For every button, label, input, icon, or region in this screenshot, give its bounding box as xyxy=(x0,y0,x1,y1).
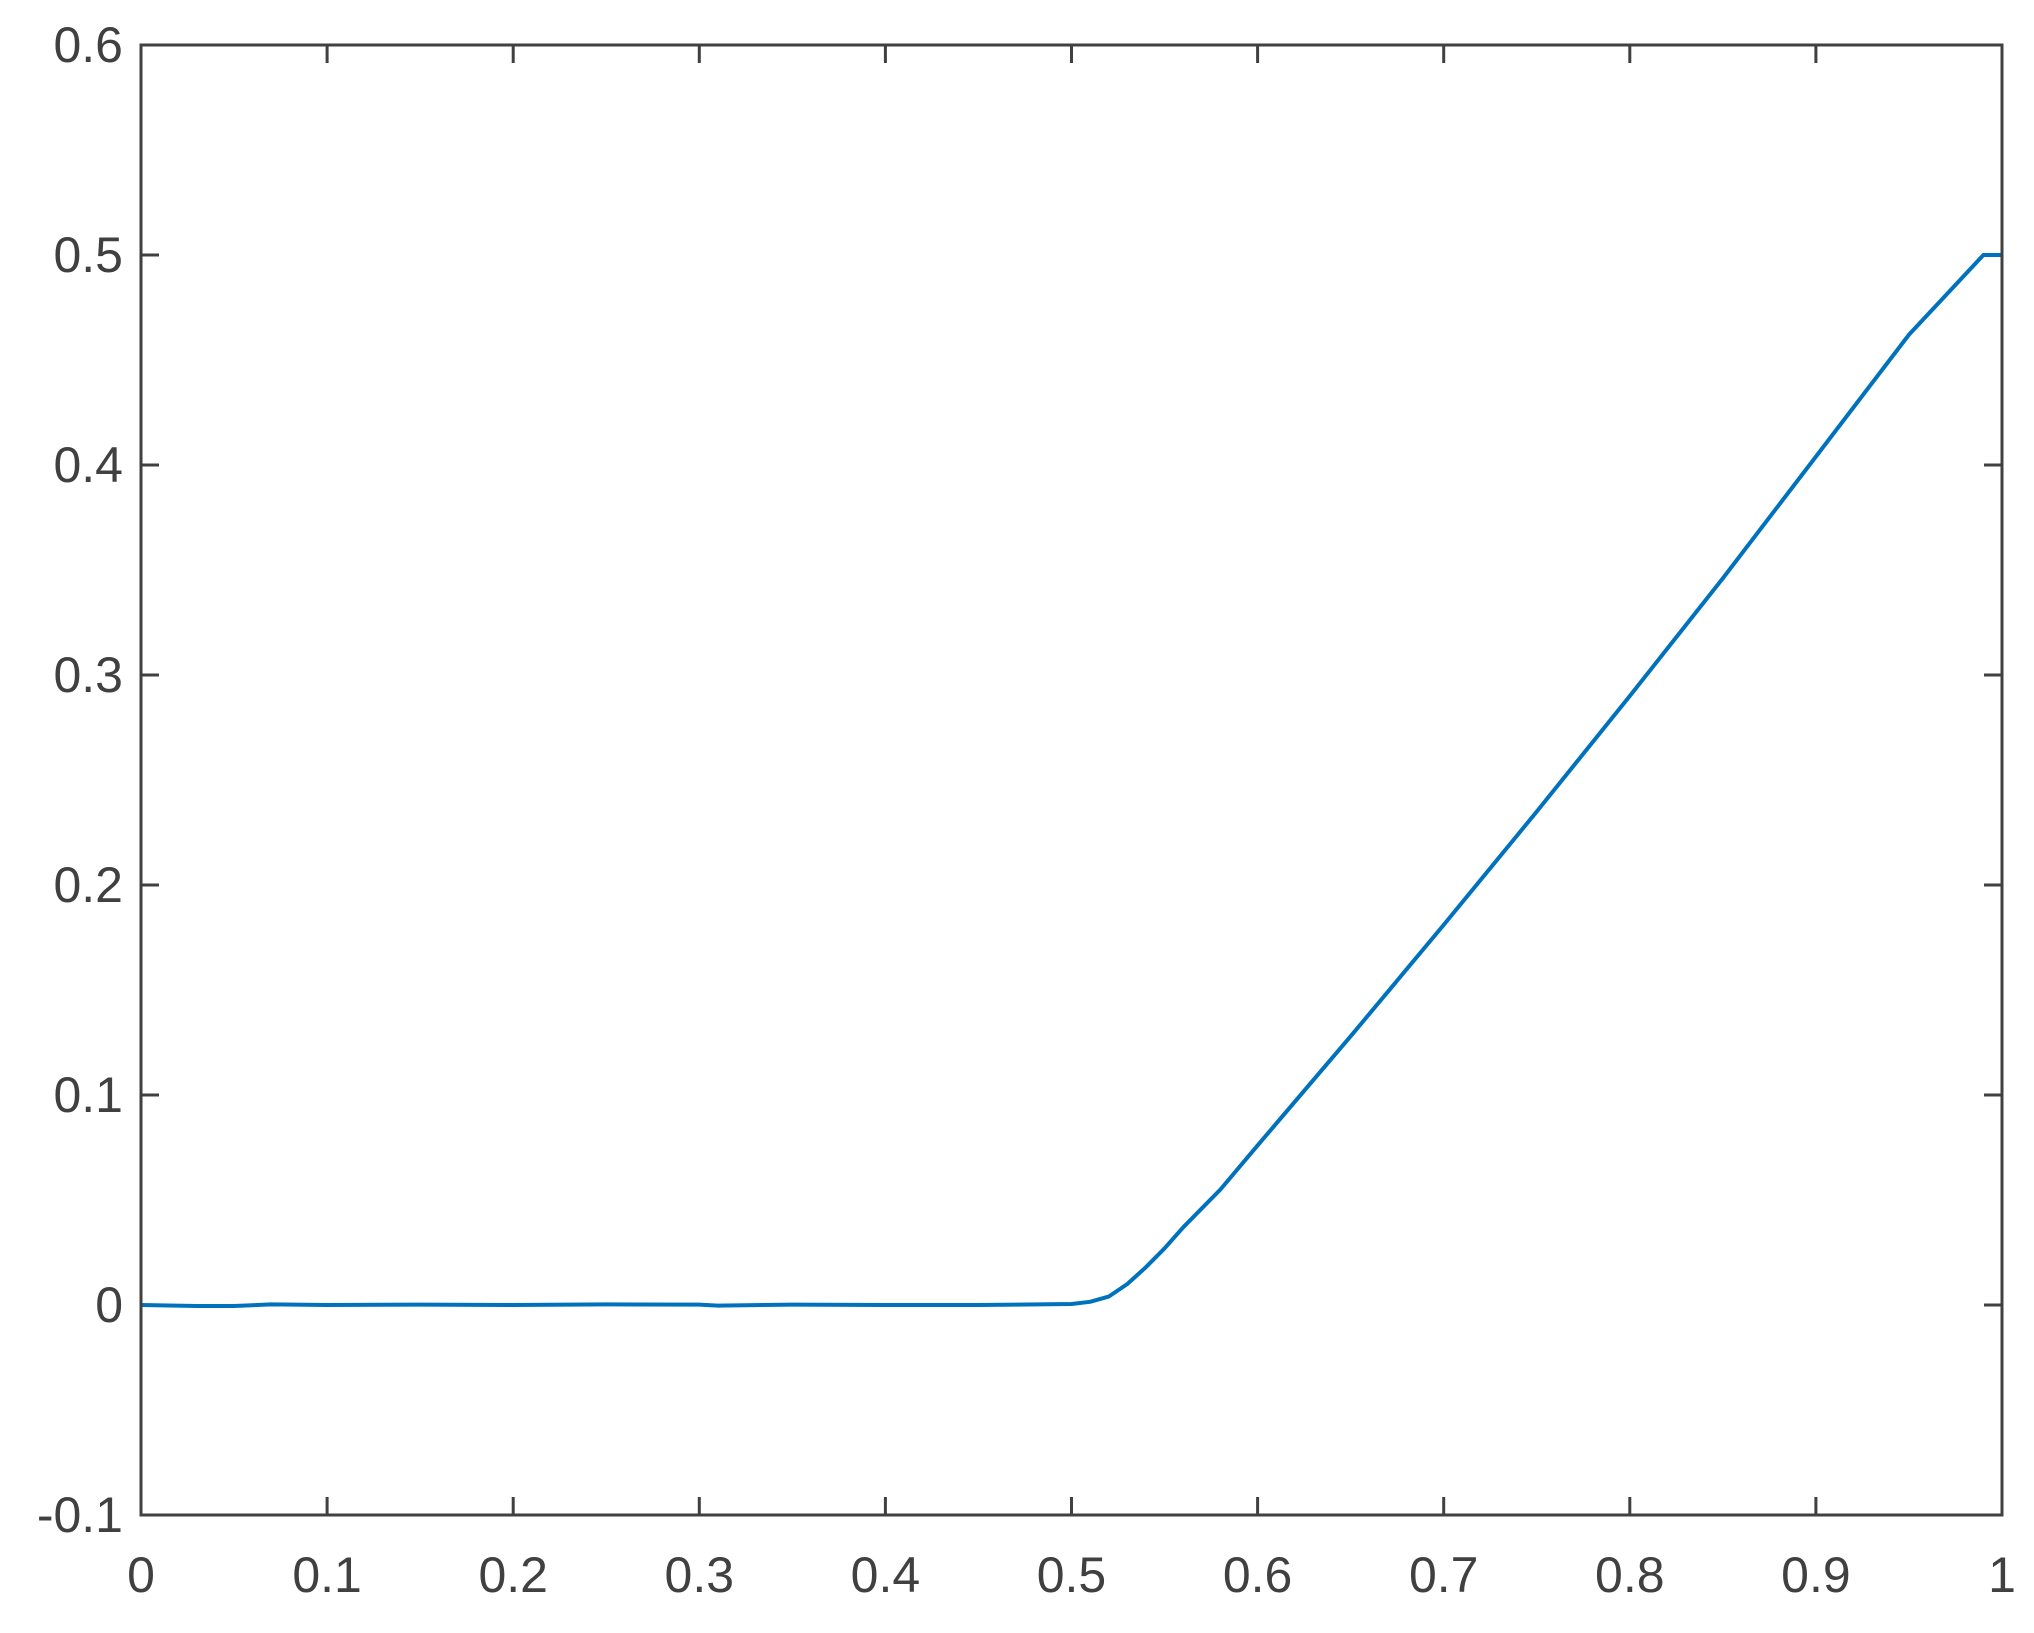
y-tick-label: 0.6 xyxy=(53,17,123,73)
x-tick-label: 0.6 xyxy=(1223,1547,1293,1603)
x-tick-label: 0.7 xyxy=(1409,1547,1479,1603)
y-tick-label: 0.3 xyxy=(53,647,123,703)
x-tick-label: 0.3 xyxy=(665,1547,735,1603)
x-tick-label: 0.1 xyxy=(292,1547,362,1603)
x-tick-label: 0.9 xyxy=(1781,1547,1851,1603)
y-tick-label: 0 xyxy=(95,1277,123,1333)
x-tick-label: 1 xyxy=(1988,1547,2016,1603)
y-tick-label: 0.2 xyxy=(53,857,123,913)
x-tick-label: 0.5 xyxy=(1037,1547,1107,1603)
x-tick-label: 0.4 xyxy=(851,1547,921,1603)
series-line xyxy=(140,253,2002,1308)
y-tick-label: 0.5 xyxy=(53,227,123,283)
x-tick-label: 0.2 xyxy=(478,1547,548,1603)
plot-frame xyxy=(139,43,2004,1517)
x-tick-label: 0 xyxy=(127,1547,155,1603)
y-tick-label: 0.4 xyxy=(53,437,123,493)
x-tick-label: 0.8 xyxy=(1595,1547,1665,1603)
y-tick-label: 0.1 xyxy=(53,1067,123,1123)
y-tick-label: -0.1 xyxy=(37,1487,123,1543)
